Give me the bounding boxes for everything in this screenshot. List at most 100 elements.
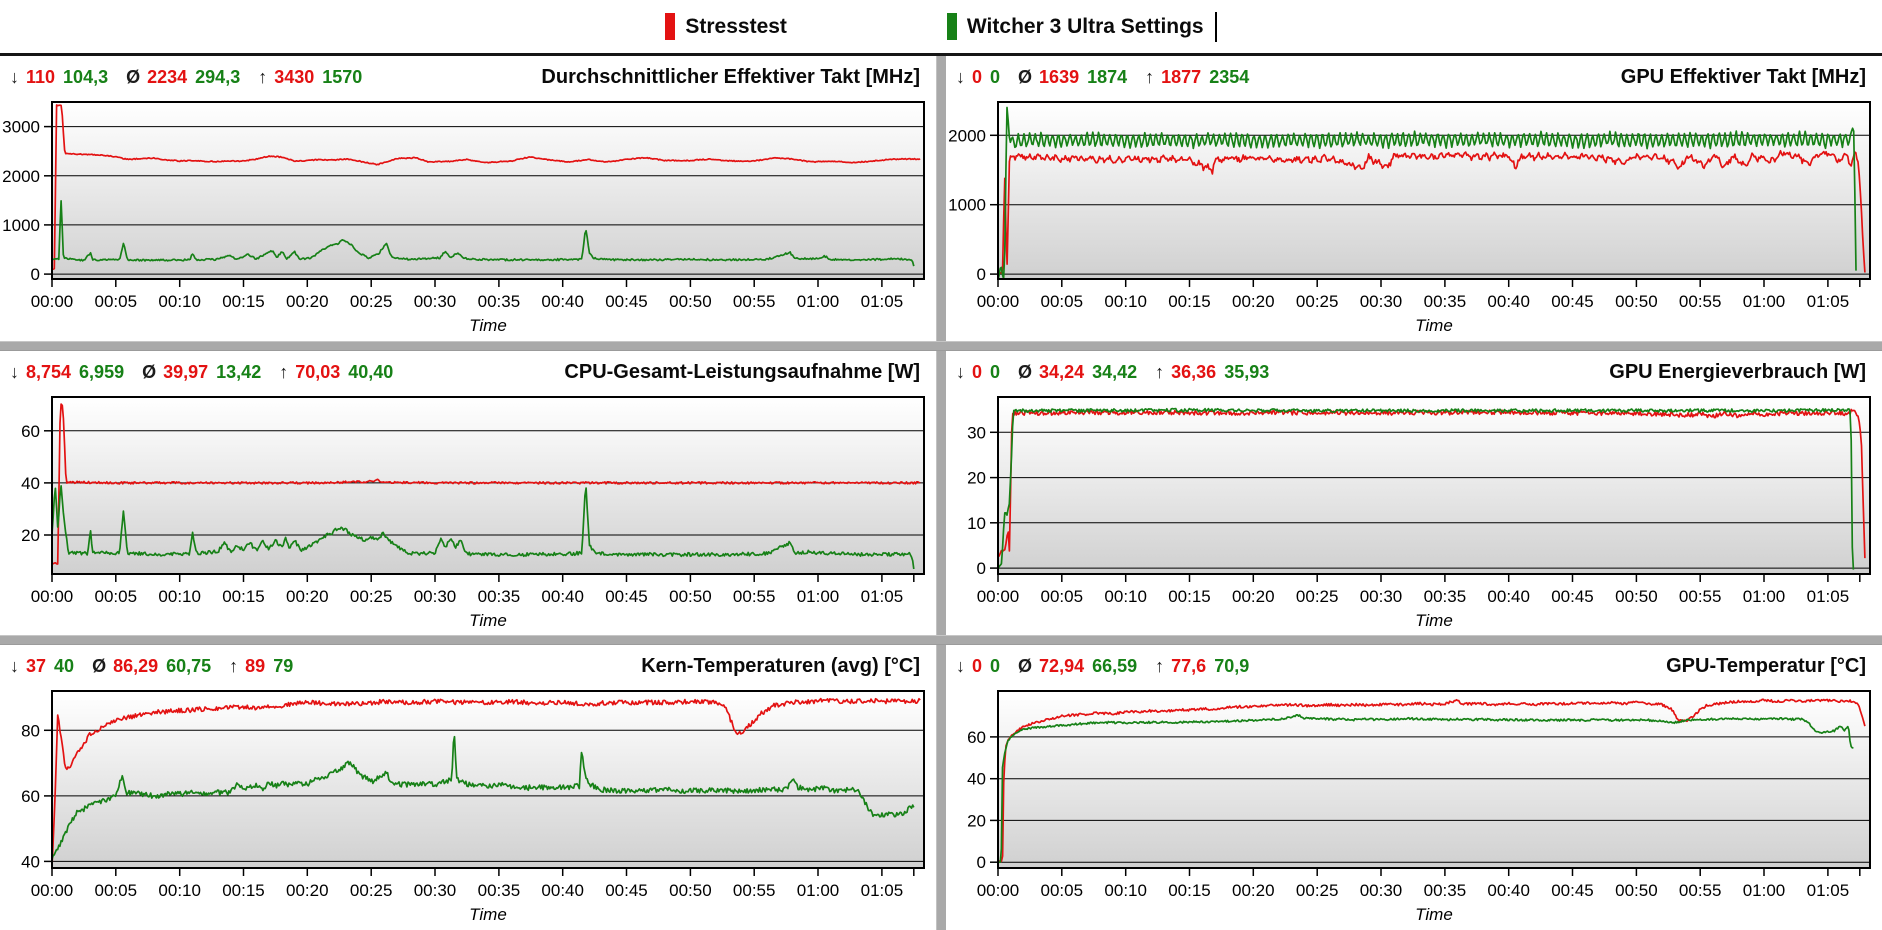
- series-stresstest: [52, 698, 921, 867]
- x-tick-label: 00:40: [1487, 292, 1530, 311]
- legend-item-stresstest[interactable]: Stresstest: [665, 13, 787, 40]
- panel-head: ↓ 0 0 Ø 72,94 66,59 ↑ 77,6 70,9 GPU-Temperatur […: [946, 645, 1882, 685]
- plot-border: [997, 101, 1871, 280]
- x-tick-label: 00:15: [222, 292, 265, 311]
- legend-item-witcher[interactable]: Witcher 3 Ultra Settings: [946, 11, 1217, 42]
- avg-icon: Ø: [1018, 361, 1033, 382]
- x-tick-label: 00:20: [1232, 292, 1275, 311]
- x-tick-label: 00:30: [414, 292, 457, 311]
- chart-plot-cpu-clock[interactable]: 0 1000 2000 3000 00:00 00:05 00:10 00:15 00:20 00…: [0, 96, 936, 341]
- min-icon: ↓: [10, 67, 19, 87]
- max-icon: ↑: [1145, 67, 1155, 87]
- x-tick-label: 01:00: [797, 881, 840, 900]
- x-tick-label: 00:10: [158, 587, 201, 606]
- chart-plot-cpu-temp[interactable]: 40 60 80 00:00 00:05 00:10 00:15 00:20 00:25 00:3…: [0, 685, 936, 930]
- x-tick-label: 00:40: [541, 292, 584, 311]
- chart-title: GPU Energieverbrauch [W]: [1609, 360, 1866, 383]
- chart-svg: 40 60 80 00:00 00:05 00:10 00:15 00:20 00:25 00:3…: [21, 690, 925, 924]
- x-tick-label: 00:55: [1679, 587, 1722, 606]
- x-tick-label: 00:00: [31, 587, 74, 606]
- chart-panel-gpu-power: ↓ 0 0 Ø 34,24 34,42 ↑ 36,36 35,93 GPU Energiever…: [946, 350, 1882, 636]
- x-tick-label: 00:35: [478, 292, 521, 311]
- chart-plot-gpu-clock[interactable]: 0 1000 2000 00:00 00:05 00:10 00:15 00:20 00:25 0…: [946, 96, 1882, 341]
- x-tick-label: 00:10: [158, 881, 201, 900]
- avg-icon: Ø: [1018, 67, 1033, 87]
- y-tick-label: 1000: [948, 196, 986, 215]
- x-tick-label: 00:30: [1360, 881, 1403, 900]
- x-tick-label: 00:50: [669, 587, 712, 606]
- y-tick-label: 2000: [2, 167, 40, 186]
- x-tick-label: 00:45: [605, 587, 648, 606]
- x-tick-label: 00:25: [350, 587, 393, 606]
- plot-border: [51, 101, 925, 280]
- stat-max-witcher: 35,93: [1224, 361, 1270, 382]
- y-tick-label: 3000: [2, 118, 40, 137]
- plot-background: [52, 396, 924, 574]
- stat-max-stresstest: 36,36: [1171, 361, 1217, 382]
- x-tick-label: 00:05: [95, 881, 138, 900]
- chart-plot-gpu-power[interactable]: 0 10 20 30 00:00 00:05 00:10 00:15 00:20 00:25 00:…: [946, 391, 1882, 636]
- x-tick-label: 00:20: [286, 881, 329, 900]
- x-tick-label: 00:10: [1104, 881, 1147, 900]
- y-tick-label: 60: [21, 421, 40, 440]
- x-axis-title: Time: [1415, 611, 1453, 630]
- max-icon: ↑: [1155, 361, 1165, 382]
- y-tick-label: 20: [967, 812, 986, 831]
- x-tick-label: 00:30: [414, 881, 457, 900]
- stats-row: ↓ 110 104,3 Ø 2234 294,3 ↑ 3430 1570: [10, 67, 362, 88]
- x-tick-label: 00:45: [1551, 881, 1594, 900]
- witcher-color-swatch: [946, 13, 957, 40]
- x-tick-label: 01:05: [1807, 292, 1850, 311]
- chart-plot-gpu-temp[interactable]: 0 20 40 60 00:00 00:05 00:10 00:15 00:20 00:25 00:…: [946, 685, 1882, 930]
- stat-max-stresstest: 70,03: [295, 361, 341, 382]
- x-axis-title: Time: [469, 316, 507, 335]
- chart-svg: 0 10 20 30 00:00 00:05 00:10 00:15 00:20 00:25 00:…: [967, 395, 1871, 630]
- series-witcher: [52, 484, 915, 569]
- x-tick-label: 00:25: [1296, 292, 1339, 311]
- x-tick-label: 00:25: [1296, 881, 1339, 900]
- stat-avg-stresstest: 34,24: [1039, 361, 1085, 382]
- x-tick-label: 00:25: [350, 292, 393, 311]
- chart-svg: 0 1000 2000 3000 00:00 00:05 00:10 00:15 00:20 00…: [2, 101, 925, 335]
- series-witcher: [998, 714, 1854, 864]
- legend-label-stresstest: Stresstest: [685, 14, 787, 38]
- stat-min-stresstest: 0: [972, 67, 983, 87]
- x-tick-label: 01:05: [861, 587, 904, 606]
- max-icon: ↑: [279, 361, 289, 382]
- stat-min-stresstest: 0: [972, 656, 983, 677]
- plot-background: [998, 396, 1870, 574]
- panel-head: ↓ 37 40 Ø 86,29 60,75 ↑ 89 79 Kern-Temperaturen …: [0, 645, 936, 685]
- stat-min-witcher: 104,3: [63, 67, 109, 87]
- max-icon: ↑: [229, 656, 239, 677]
- text-cursor: [1214, 11, 1217, 42]
- x-tick-label: 00:45: [1551, 587, 1594, 606]
- stat-max-stresstest: 89: [245, 656, 266, 677]
- chart-panel-gpu-clock: ↓ 0 0 Ø 1639 1874 ↑ 1877 2354 GPU Effektiver Tak…: [946, 56, 1882, 341]
- legend-label-witcher: Witcher 3 Ultra Settings: [966, 14, 1204, 38]
- stat-max-stresstest: 1877: [1161, 67, 1202, 87]
- x-tick-label: 00:30: [1360, 292, 1403, 311]
- x-tick-label: 00:05: [95, 587, 138, 606]
- stat-avg-stresstest: 39,97: [163, 361, 209, 382]
- stat-avg-witcher: 1874: [1087, 67, 1128, 87]
- x-tick-label: 00:00: [977, 587, 1020, 606]
- y-tick-label: 2000: [948, 126, 986, 145]
- stat-max-witcher: 70,9: [1214, 656, 1250, 677]
- x-tick-label: 00:35: [1424, 881, 1467, 900]
- chart-panel-gpu-temp: ↓ 0 0 Ø 72,94 66,59 ↑ 77,6 70,9 GPU-Temperatur […: [946, 645, 1882, 930]
- y-tick-label: 40: [21, 474, 40, 493]
- panel-head: ↓ 0 0 Ø 34,24 34,42 ↑ 36,36 35,93 GPU Energiever…: [946, 351, 1882, 391]
- charts-grid: ↓ 110 104,3 Ø 2234 294,3 ↑ 3430 1570 Durchschnit…: [0, 56, 1882, 930]
- max-icon: ↑: [1155, 656, 1165, 677]
- chart-svg: 0 1000 2000 00:00 00:05 00:10 00:15 00:20 00:25 0…: [948, 101, 1871, 335]
- x-tick-label: 01:05: [861, 292, 904, 311]
- y-tick-label: 30: [967, 423, 986, 442]
- x-tick-label: 00:00: [31, 292, 74, 311]
- chart-panel-cpu-clock: ↓ 110 104,3 Ø 2234 294,3 ↑ 3430 1570 Durchschnit…: [0, 56, 936, 341]
- x-tick-label: 00:55: [733, 292, 776, 311]
- x-axis-title: Time: [1415, 316, 1453, 335]
- chart-plot-cpu-power[interactable]: 20 40 60 00:00 00:05 00:10 00:15 00:20 00:25 00:3…: [0, 391, 936, 636]
- plot-background: [998, 691, 1870, 869]
- stat-min-stresstest: 0: [972, 361, 983, 382]
